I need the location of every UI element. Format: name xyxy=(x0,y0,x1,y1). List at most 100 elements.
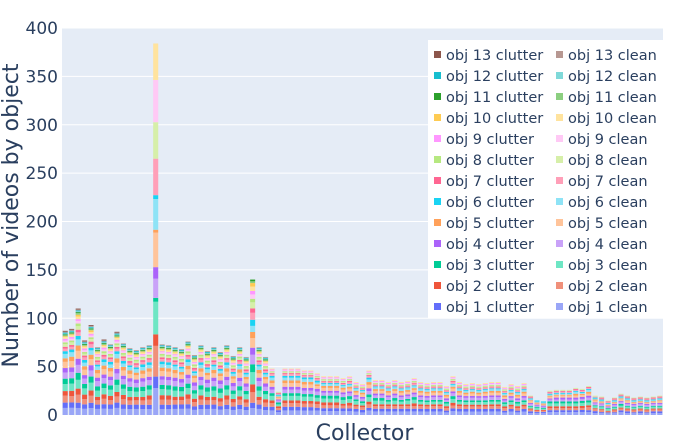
bar-segment xyxy=(612,410,618,413)
bar-segment xyxy=(263,386,269,391)
bar-segment xyxy=(133,359,139,362)
bar-segment xyxy=(114,396,120,403)
bar-segment xyxy=(120,354,126,357)
bar-segment xyxy=(114,333,120,335)
bar-segment xyxy=(482,384,488,386)
bar-segment xyxy=(469,397,475,401)
bar-segment xyxy=(534,401,540,403)
bar-segment xyxy=(644,407,650,410)
legend-label: obj 9 clean xyxy=(568,132,648,148)
bar-segment xyxy=(301,396,307,402)
bar-segment xyxy=(179,360,185,363)
bar-segment xyxy=(469,388,475,390)
bar-segment xyxy=(263,361,269,362)
bar-segment xyxy=(295,370,301,372)
bar-segment xyxy=(166,356,172,359)
bar-segment xyxy=(599,398,605,400)
bar-segment xyxy=(560,389,566,391)
bar-segment xyxy=(618,401,624,403)
bar-segment xyxy=(411,378,417,380)
bar-segment xyxy=(230,393,236,399)
bar-segment xyxy=(476,392,482,395)
bar-segment xyxy=(502,389,508,391)
bar-segment xyxy=(166,389,172,396)
bar-segment xyxy=(133,391,139,397)
bar-segment xyxy=(127,357,133,360)
legend-label: obj 3 clutter xyxy=(446,258,534,274)
bar-segment xyxy=(204,383,210,388)
bar-segment xyxy=(644,397,650,399)
bar-segment xyxy=(502,403,508,407)
bar-segment xyxy=(69,333,75,335)
bar-segment xyxy=(204,354,210,356)
bar-segment xyxy=(69,345,75,347)
bar-segment xyxy=(75,407,81,415)
bar-segment xyxy=(179,400,185,405)
bar-segment xyxy=(547,396,553,399)
bar-segment xyxy=(443,386,450,388)
legend-swatch xyxy=(556,72,563,79)
bar-segment xyxy=(534,411,540,413)
bar-segment xyxy=(198,345,204,347)
bar-segment xyxy=(418,386,424,388)
bar-segment xyxy=(469,408,475,412)
bar-segment xyxy=(95,347,101,349)
bar-segment xyxy=(140,386,146,391)
bar-segment xyxy=(372,386,378,388)
bar-segment xyxy=(366,372,372,374)
bar-segment xyxy=(560,393,566,395)
bar-segment xyxy=(295,410,301,415)
bar-segment xyxy=(101,345,107,348)
bar-segment xyxy=(308,371,314,373)
bar-segment xyxy=(256,390,262,397)
bar-segment xyxy=(405,404,411,407)
bar-segment xyxy=(211,369,217,374)
bar-segment xyxy=(579,392,585,394)
bar-segment xyxy=(179,396,185,401)
bar-segment xyxy=(411,386,417,389)
bar-segment xyxy=(469,386,475,388)
bar-segment xyxy=(469,383,475,385)
bar-segment xyxy=(120,343,126,345)
bar-segment xyxy=(443,407,450,411)
bar-segment xyxy=(450,386,456,389)
bar-segment xyxy=(566,397,572,400)
bar-segment xyxy=(288,369,294,371)
bar-segment xyxy=(657,396,663,398)
bar-segment xyxy=(476,389,482,391)
bar-segment xyxy=(217,392,223,399)
bar-segment xyxy=(146,359,152,363)
bar-segment xyxy=(450,378,456,380)
bar-segment xyxy=(269,395,275,401)
bar-segment xyxy=(612,404,618,405)
bar-segment xyxy=(211,349,217,350)
bar-segment xyxy=(120,370,126,376)
bar-segment xyxy=(411,399,417,404)
bar-segment xyxy=(353,392,359,396)
bar-segment xyxy=(418,387,424,389)
bar-segment xyxy=(153,232,159,268)
bar-segment xyxy=(424,383,430,384)
bar-segment xyxy=(624,403,630,404)
bar-segment xyxy=(424,393,430,397)
bar-segment xyxy=(101,404,107,409)
bar-segment xyxy=(301,401,307,404)
bar-segment xyxy=(644,409,650,411)
bar-segment xyxy=(224,352,230,355)
bar-segment xyxy=(185,346,191,349)
bar-segment xyxy=(82,383,88,389)
bar-segment xyxy=(586,385,592,387)
bar-segment xyxy=(140,366,146,371)
bar-segment xyxy=(88,390,94,396)
bar-segment xyxy=(515,400,521,402)
bar-segment xyxy=(198,356,204,359)
bar-segment xyxy=(443,394,450,397)
bar-segment xyxy=(198,347,204,348)
bar-segment xyxy=(534,402,540,404)
bar-segment xyxy=(69,334,75,336)
bar-segment xyxy=(114,332,120,334)
bar-segment xyxy=(502,393,508,396)
bar-segment xyxy=(340,380,346,382)
bar-segment xyxy=(476,396,482,398)
bar-segment xyxy=(288,386,294,390)
